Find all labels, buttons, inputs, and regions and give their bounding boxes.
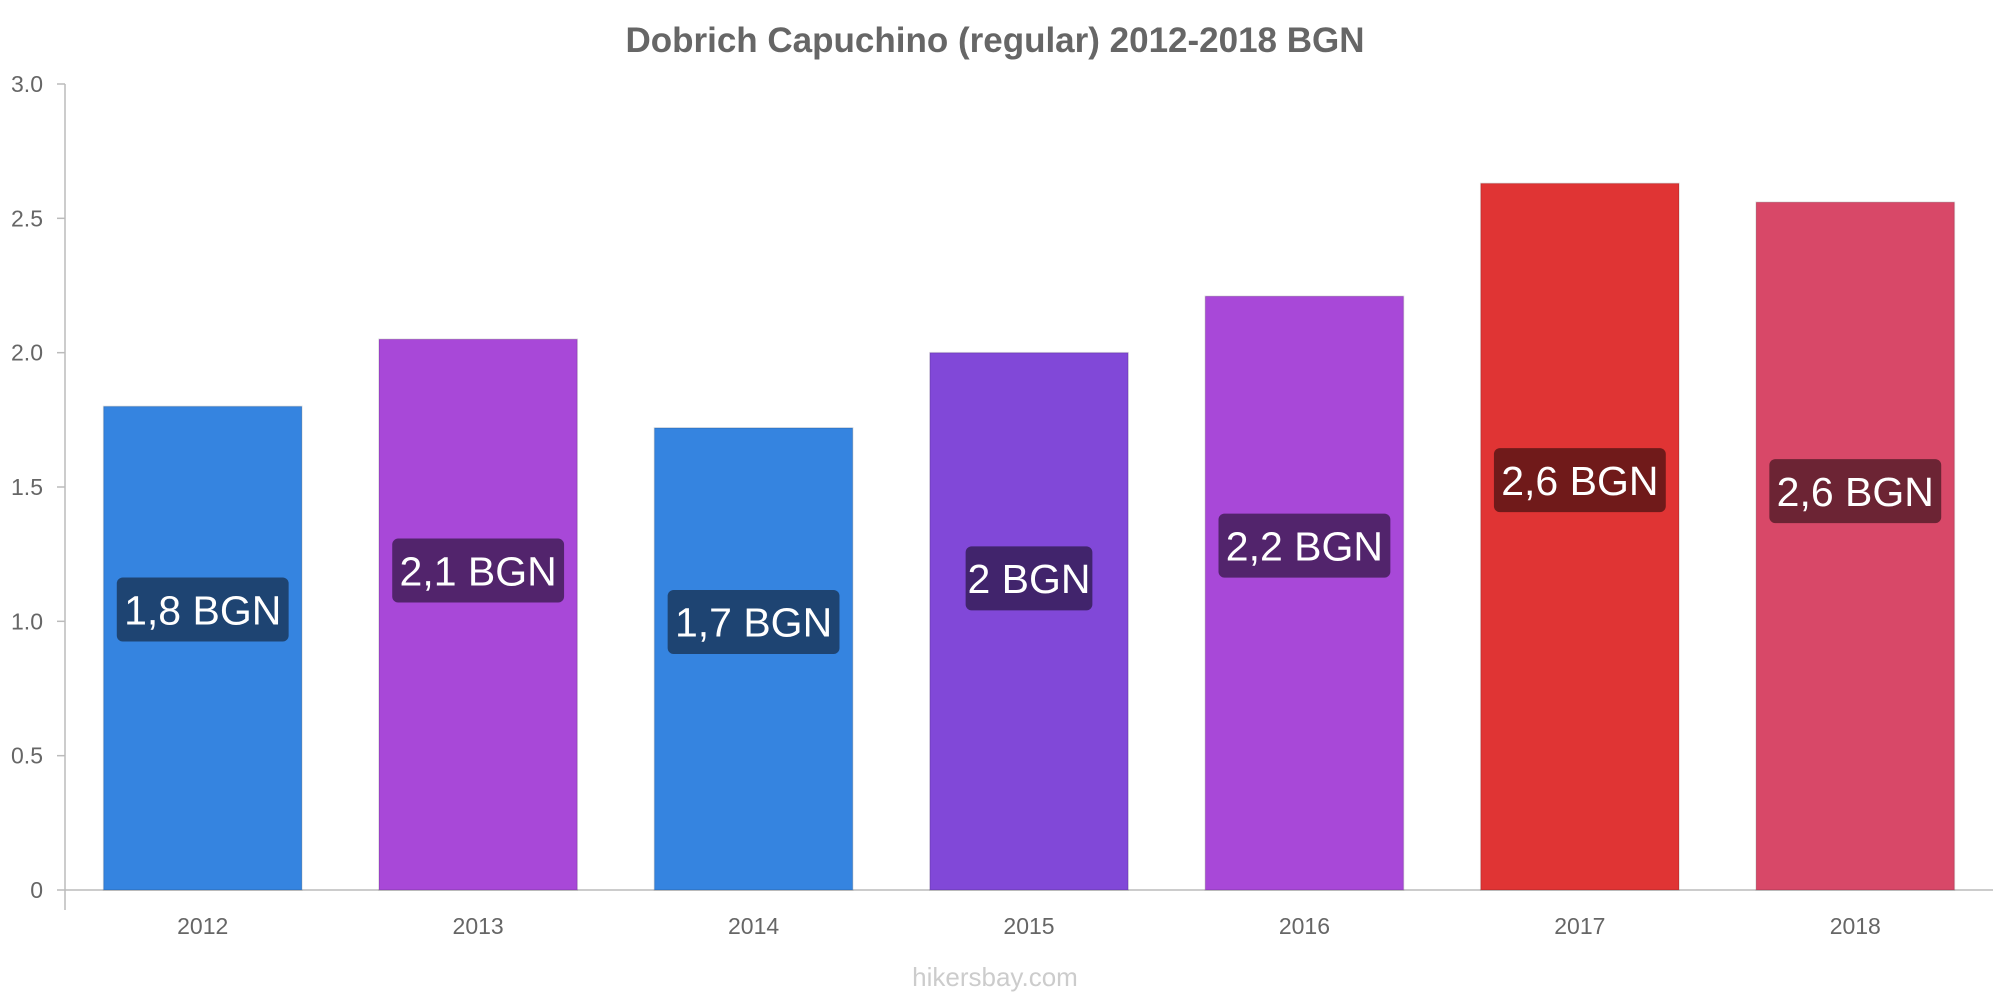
data-label-box <box>1769 459 1942 524</box>
y-tick-label: 0 <box>30 877 43 903</box>
x-tick-label: 2018 <box>1830 913 1881 939</box>
data-label-box <box>392 538 565 603</box>
bar-2018 <box>1755 201 1956 891</box>
x-tick-label: 2017 <box>1554 913 1605 939</box>
data-label-box <box>965 546 1093 611</box>
y-tick-label: 3.0 <box>11 71 43 97</box>
watermark-text: hikersbay.com <box>912 962 1078 992</box>
bar-2012 <box>102 405 303 891</box>
data-label: 1,7 BGN <box>675 600 832 646</box>
bar-2016 <box>1204 295 1405 891</box>
data-label: 2,6 BGN <box>1777 469 1934 515</box>
bar-2013 <box>378 338 579 891</box>
y-tick-label: 1.5 <box>11 474 43 500</box>
x-tick-label: 2013 <box>453 913 504 939</box>
data-label: 1,8 BGN <box>124 587 281 633</box>
data-labels-group: 1,8 BGN 2,1 BGN 1,7 BGN 2 BGN 2,2 BGN 2,6 BGN… <box>116 448 1942 654</box>
bar-2014 <box>653 427 854 891</box>
y-tick-label: 1.0 <box>11 608 43 634</box>
data-label: 2,2 BGN <box>1226 523 1383 569</box>
y-tick-label: 2.5 <box>11 205 43 231</box>
chart-title: Dobrich Capuchino (regular) 2012-2018 BG… <box>625 21 1364 60</box>
y-tick-label: 2.0 <box>11 340 43 366</box>
data-label-box <box>1493 448 1666 513</box>
x-tick-label: 2012 <box>177 913 228 939</box>
bar-2015 <box>929 351 1129 891</box>
data-label: 2,6 BGN <box>1501 458 1658 504</box>
data-label-box <box>1218 513 1391 578</box>
data-label: 2,1 BGN <box>400 548 557 594</box>
data-label: 2 BGN <box>967 556 1090 602</box>
bar-2017 <box>1479 182 1680 891</box>
data-label-box <box>667 589 840 654</box>
x-tick-label: 2016 <box>1279 913 1330 939</box>
x-tick-label: 2014 <box>728 913 779 939</box>
bars-group <box>102 182 1956 891</box>
data-label-box <box>116 577 289 642</box>
x-tick-label: 2015 <box>1003 913 1054 939</box>
y-tick-label: 0.5 <box>11 743 43 769</box>
